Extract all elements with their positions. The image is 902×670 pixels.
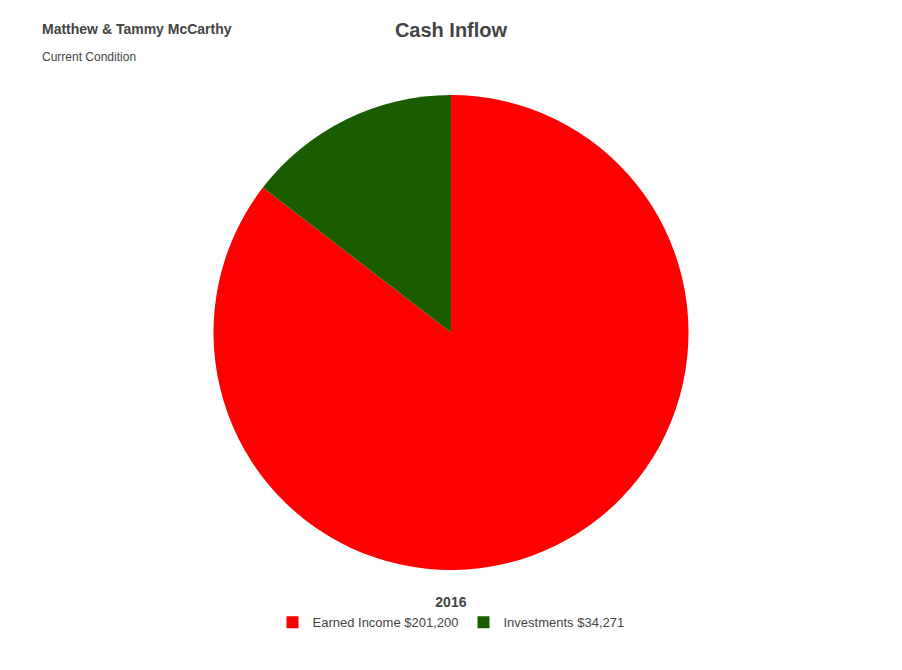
svg-text:Investments $34,271: Investments $34,271: [504, 615, 625, 630]
svg-text:Matthew & Tammy McCarthy: Matthew & Tammy McCarthy: [42, 21, 232, 37]
svg-text:Current Condition: Current Condition: [42, 50, 136, 64]
svg-text:Cash Inflow: Cash Inflow: [395, 19, 508, 41]
svg-text:Earned Income $201,200: Earned Income $201,200: [313, 615, 459, 630]
svg-text:2016: 2016: [435, 594, 466, 610]
